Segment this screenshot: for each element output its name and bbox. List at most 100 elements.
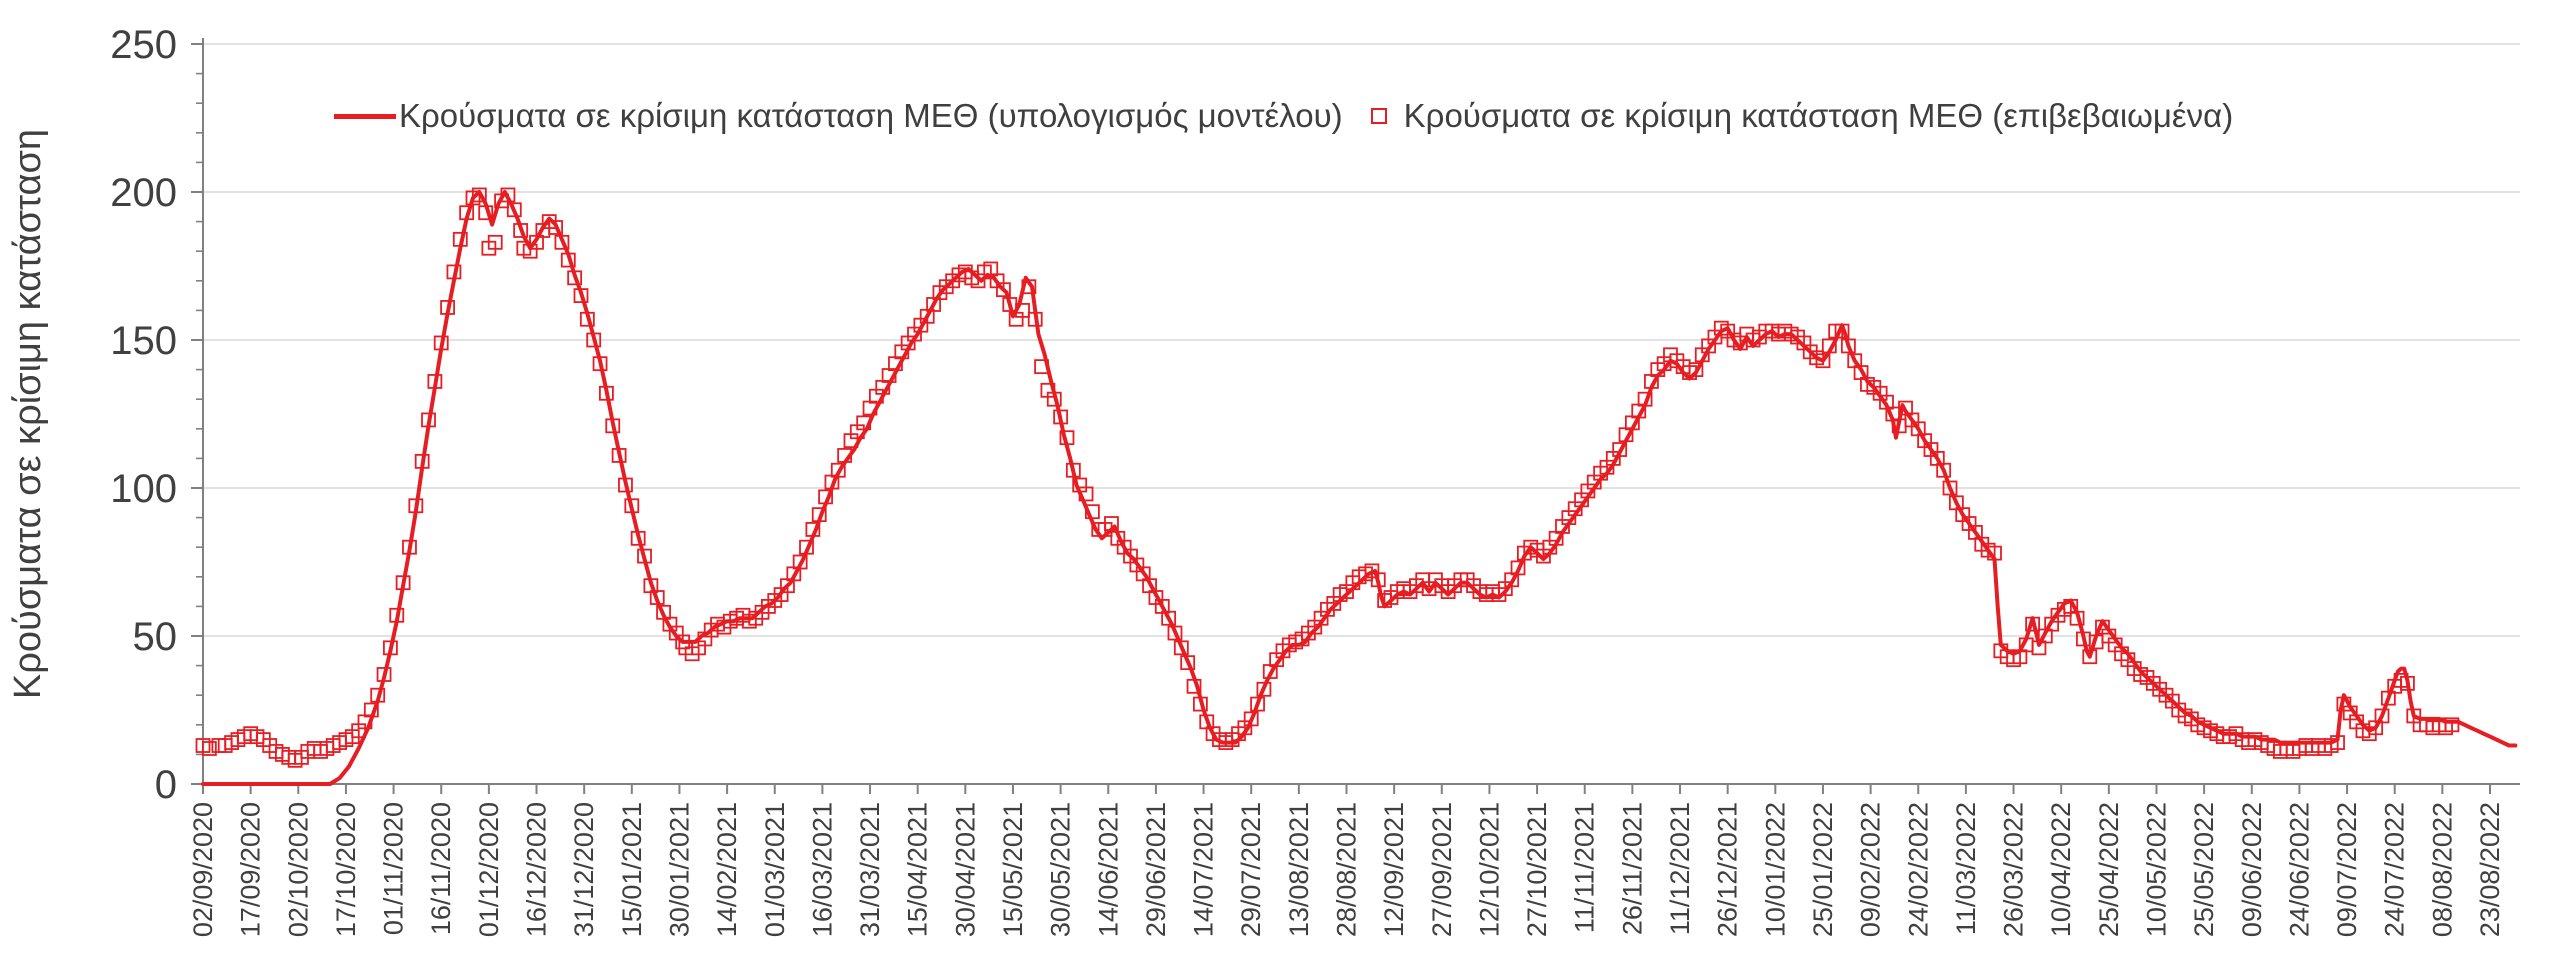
- x-tick-label: 26/11/2021: [1617, 802, 1647, 935]
- data-point-square: [1046, 391, 1062, 407]
- data-point-square: [1027, 311, 1043, 327]
- data-point-square: [2082, 649, 2098, 665]
- data-point-square: [573, 288, 589, 304]
- x-tick-label: 24/06/2022: [2284, 802, 2314, 937]
- data-point-square: [1821, 338, 1837, 354]
- data-point-square: [592, 356, 608, 372]
- data-point-square: [560, 252, 576, 268]
- data-point-square: [554, 234, 570, 250]
- data-point-square: [402, 539, 417, 555]
- data-point-square: [1065, 462, 1081, 478]
- x-tick-label: 25/05/2022: [2189, 802, 2219, 937]
- x-tick-label: 25/01/2022: [1808, 802, 1838, 937]
- legend-item-model: Κρούσματα σε κρίσιμη κατάσταση ΜΕΘ (υπολ…: [334, 97, 1343, 135]
- data-point-square: [1840, 338, 1856, 354]
- x-tick-label: 26/03/2022: [1999, 802, 2029, 937]
- x-tick-label: 10/01/2022: [1760, 802, 1790, 937]
- x-tick-label: 11/12/2021: [1665, 802, 1695, 935]
- legend-label-model: Κρούσματα σε κρίσιμη κατάσταση ΜΕΘ (υπολ…: [399, 97, 1343, 134]
- y-tick-label: 150: [110, 319, 177, 363]
- legend-label-confirmed: Κρούσματα σε κρίσιμη κατάσταση ΜΕΘ (επιβ…: [1403, 97, 2234, 134]
- data-point-square: [1084, 504, 1100, 520]
- y-axis-title: Κρούσματα σε κρίσιμη κατάσταση: [7, 129, 49, 699]
- data-point-square: [1059, 430, 1075, 446]
- data-point-square: [599, 385, 614, 401]
- x-tick-label: 08/08/2022: [2427, 802, 2457, 937]
- x-tick-label: 02/10/2020: [283, 802, 313, 937]
- data-point-square: [446, 264, 462, 280]
- x-tick-label: 24/02/2022: [1903, 802, 1933, 937]
- data-point-square: [1815, 353, 1831, 369]
- series-confirmed-squares: [195, 187, 2460, 768]
- data-point-square: [506, 202, 522, 218]
- data-point-square: [1053, 409, 1069, 425]
- y-tick-label: 250: [110, 23, 177, 67]
- data-point-square: [649, 590, 665, 605]
- x-tick-label: 12/10/2021: [1474, 802, 1504, 937]
- data-point-square: [1987, 545, 2002, 561]
- data-point-square: [370, 687, 386, 703]
- x-tick-label: 02/09/2020: [188, 802, 218, 937]
- data-point-square: [1021, 279, 1037, 295]
- data-point-square: [799, 539, 814, 555]
- data-point-square: [811, 507, 827, 523]
- data-point-square: [1834, 323, 1850, 339]
- x-tick-label: 27/10/2021: [1522, 802, 1552, 937]
- x-tick-label: 30/05/2021: [1046, 802, 1076, 937]
- data-point-square: [624, 498, 640, 514]
- line-swatch-icon: [334, 113, 396, 119]
- x-tick-label: 25/04/2022: [2094, 802, 2124, 937]
- data-point-square: [478, 205, 494, 221]
- x-tick-label: 09/07/2022: [2332, 802, 2362, 937]
- x-tick-label: 15/01/2021: [617, 802, 647, 937]
- x-tick-label: 11/03/2022: [1951, 802, 1981, 935]
- data-point-square: [1034, 359, 1049, 375]
- legend: Κρούσματα σε κρίσιμη κατάσταση ΜΕΘ (υπολ…: [334, 97, 2233, 135]
- data-point-square: [1612, 442, 1628, 457]
- x-tick-label: 16/11/2020: [426, 802, 456, 935]
- data-point-square: [376, 667, 392, 682]
- data-point-square: [395, 575, 411, 591]
- x-tick-label: 14/07/2021: [1189, 802, 1219, 937]
- x-tick-label: 13/08/2021: [1284, 802, 1314, 937]
- data-point-square: [856, 415, 872, 431]
- x-tick-label: 12/09/2021: [1379, 802, 1409, 937]
- x-tick-label: 26/12/2021: [1713, 802, 1743, 937]
- x-tick-label: 16/12/2020: [522, 802, 552, 937]
- x-tick-label: 01/12/2020: [474, 802, 504, 937]
- data-point-square: [408, 498, 424, 514]
- data-point-square: [427, 374, 443, 389]
- x-tick-label: 01/11/2020: [379, 802, 409, 935]
- x-tick-label: 17/10/2020: [331, 802, 361, 937]
- data-point-square: [440, 300, 455, 315]
- y-tick-label: 100: [110, 467, 177, 511]
- data-point-square: [1173, 640, 1189, 656]
- data-point-square: [830, 462, 846, 478]
- data-point-square: [1186, 678, 1202, 694]
- data-point-square: [586, 332, 602, 348]
- data-point-square: [1942, 480, 1958, 496]
- data-point-square: [1250, 696, 1265, 712]
- y-tick-label: 0: [155, 763, 177, 807]
- data-point-square: [1637, 391, 1653, 407]
- data-point-square: [996, 282, 1011, 298]
- data-point-square: [452, 231, 468, 247]
- data-point-square: [2069, 610, 2085, 626]
- x-tick-label: 29/06/2021: [1141, 802, 1171, 937]
- x-tick-label: 11/11/2021: [1570, 802, 1600, 933]
- x-tick-label: 01/03/2021: [760, 802, 790, 937]
- data-point-square: [1192, 696, 1208, 712]
- data-point-square: [1256, 681, 1272, 697]
- data-point-square: [1078, 486, 1094, 502]
- legend-item-confirmed: Κρούσματα σε κρίσιμη κατάσταση ΜΕΘ (επιβ…: [1370, 97, 2234, 135]
- data-point-square: [792, 554, 808, 570]
- data-point-square: [611, 448, 627, 463]
- data-point-square: [500, 187, 516, 203]
- y-tick-label: 50: [133, 615, 178, 659]
- x-tick-label: 30/04/2021: [950, 802, 980, 937]
- data-point-square: [1015, 302, 1030, 318]
- data-point-square: [1180, 655, 1196, 671]
- x-tick-label: 30/01/2021: [664, 802, 694, 937]
- data-point-square: [630, 530, 646, 546]
- data-point-square: [805, 522, 821, 537]
